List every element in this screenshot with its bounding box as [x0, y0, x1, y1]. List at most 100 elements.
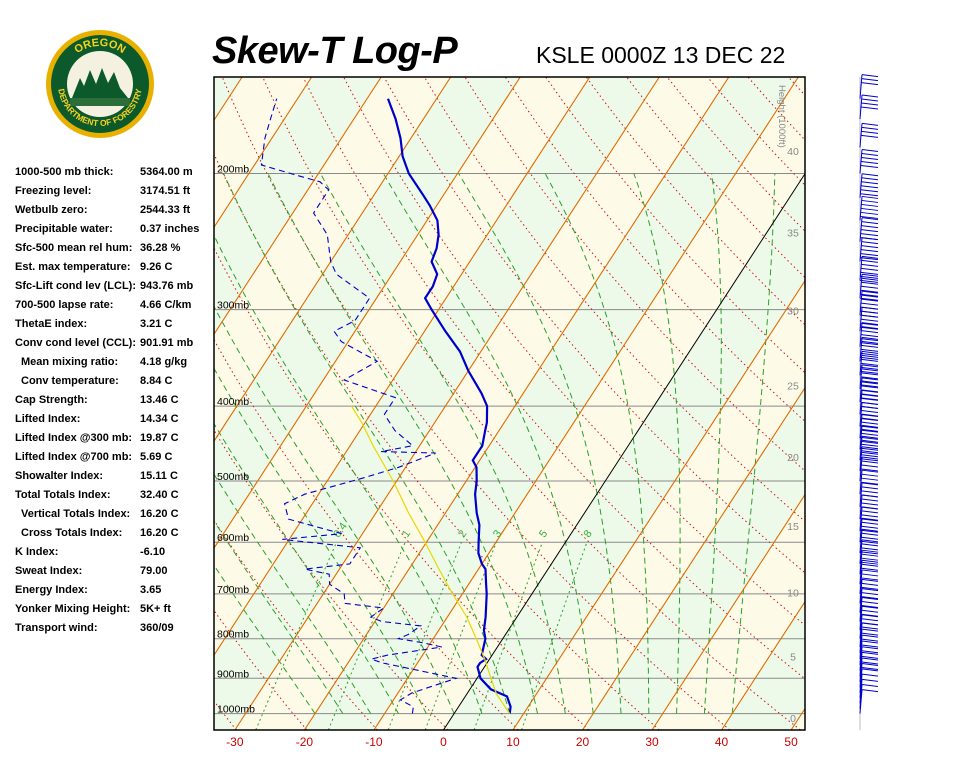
wind-barb-staff — [859, 256, 863, 281]
dewpoint-point — [398, 638, 400, 640]
wind-barb — [859, 377, 879, 402]
parcel-point — [361, 422, 363, 424]
oregon-department-of-forestry-logo: OREGON DEPARTMENT OF FORESTRY — [46, 30, 154, 138]
pressure-label: 600mb — [217, 532, 249, 544]
isotherm — [512, 279, 805, 730]
parcel-point — [392, 480, 394, 482]
wind-barb-staff — [859, 74, 863, 99]
wind-barb-flag — [861, 285, 879, 289]
dewpoint-point — [435, 452, 437, 454]
wind-barb-flag — [861, 350, 879, 354]
pressure-label: 900mb — [217, 668, 249, 680]
wind-barb-flag — [861, 650, 879, 654]
wind-barb-flag — [861, 540, 879, 544]
wind-barb-flag — [861, 514, 879, 518]
parcel-point — [509, 713, 511, 715]
parcel-point — [351, 405, 353, 407]
wind-barb-flag — [861, 381, 879, 385]
moist-adiabat — [214, 422, 399, 714]
temperature-point — [429, 205, 431, 207]
wind-barb-staff — [859, 425, 863, 450]
wind-barb-flag — [861, 529, 879, 533]
station-time-label: KSLE 0000Z 13 DEC 22 — [536, 42, 786, 68]
wind-barb-flag — [861, 106, 879, 110]
wind-barb-flag — [861, 376, 879, 380]
temperature-point — [478, 552, 480, 554]
wind-barb-flag — [860, 366, 879, 370]
parcel-point — [466, 616, 468, 618]
wind-barb — [859, 255, 879, 283]
index-label: Wetbulb zero: — [15, 204, 88, 216]
wind-barb — [859, 195, 879, 221]
wind-barb-flag — [861, 567, 879, 571]
index-row: Precipitable water: 0.37 inches — [15, 223, 215, 242]
pressure-label: 400mb — [217, 396, 249, 408]
dewpoint-point — [261, 164, 263, 166]
wind-barb-flag — [861, 199, 879, 203]
mixing-ratio-line — [424, 542, 497, 730]
parcel-point — [476, 638, 478, 640]
wind-barb-flag — [861, 195, 879, 199]
wind-barb-staff — [859, 364, 863, 389]
wind-barb — [859, 605, 879, 631]
x-tick-label: -10 — [365, 735, 383, 749]
dewpoint-point — [407, 634, 409, 636]
dewpoint-point — [380, 451, 382, 453]
mixing-ratio-label: 5 — [537, 528, 550, 540]
temperature-point — [485, 638, 487, 640]
wind-barb-flag — [861, 517, 879, 521]
wind-barb-flag — [861, 302, 879, 306]
temperature-point — [431, 309, 433, 311]
dewpoint-point — [394, 430, 396, 432]
wind-barb-staff — [859, 506, 863, 531]
temperature-point — [468, 370, 470, 372]
mixing-ratio-label: 1 — [400, 528, 413, 540]
index-value: 36.28 % — [140, 242, 181, 254]
wind-barb-flag — [860, 310, 879, 314]
wind-barb-flag — [861, 277, 879, 281]
wind-barb-flag — [861, 506, 879, 510]
wind-barb-flag — [861, 450, 879, 454]
index-label: K Index: — [15, 546, 59, 558]
isotherm — [582, 386, 805, 730]
wind-barb-flag — [861, 267, 879, 271]
wind-barb-flag — [860, 271, 879, 275]
index-value: -6.10 — [140, 546, 166, 558]
temperature-point — [484, 430, 486, 432]
index-value: 3174.51 ft — [140, 185, 191, 197]
temperature-point — [402, 156, 404, 158]
wind-barb-flag — [861, 245, 879, 249]
isotherm — [214, 77, 313, 229]
index-value: 901.91 mb — [140, 337, 194, 349]
parcel-point — [372, 445, 374, 447]
temperature-point — [486, 593, 488, 595]
wind-barb-flag — [861, 582, 879, 586]
wind-barb-flag — [861, 596, 879, 600]
wind-barb-flag — [861, 646, 879, 650]
index-value: 3.65 — [140, 584, 162, 596]
index-label: Showalter Index: — [15, 470, 104, 482]
wind-barb — [859, 569, 879, 594]
dewpoint-point — [270, 118, 272, 120]
wind-barb-flag — [861, 657, 879, 661]
index-value: 32.40 C — [140, 489, 179, 501]
isotherm — [214, 77, 382, 336]
wind-barb-flag — [861, 336, 879, 340]
wind-barb-flag — [860, 338, 879, 342]
index-row: Lifted Index @300 mb: 19.87 C — [15, 432, 215, 451]
moist-adiabat — [544, 173, 650, 714]
x-tick-label: 50 — [784, 735, 798, 749]
wind-barb-flag — [861, 651, 879, 655]
wind-barb-flag — [861, 549, 879, 553]
wind-barb — [859, 336, 879, 362]
wind-barb-staff — [859, 377, 863, 402]
dewpoint-point — [384, 414, 386, 416]
dewpoint-point — [381, 621, 383, 623]
moist-adiabat — [731, 173, 776, 714]
index-label: Cap Strength: — [15, 394, 88, 406]
wind-barb-staff — [859, 550, 863, 575]
wind-barb-flag — [861, 298, 879, 302]
dewpoint-point — [343, 593, 345, 595]
wind-barb-flag — [861, 161, 879, 165]
wind-barb — [859, 273, 879, 301]
